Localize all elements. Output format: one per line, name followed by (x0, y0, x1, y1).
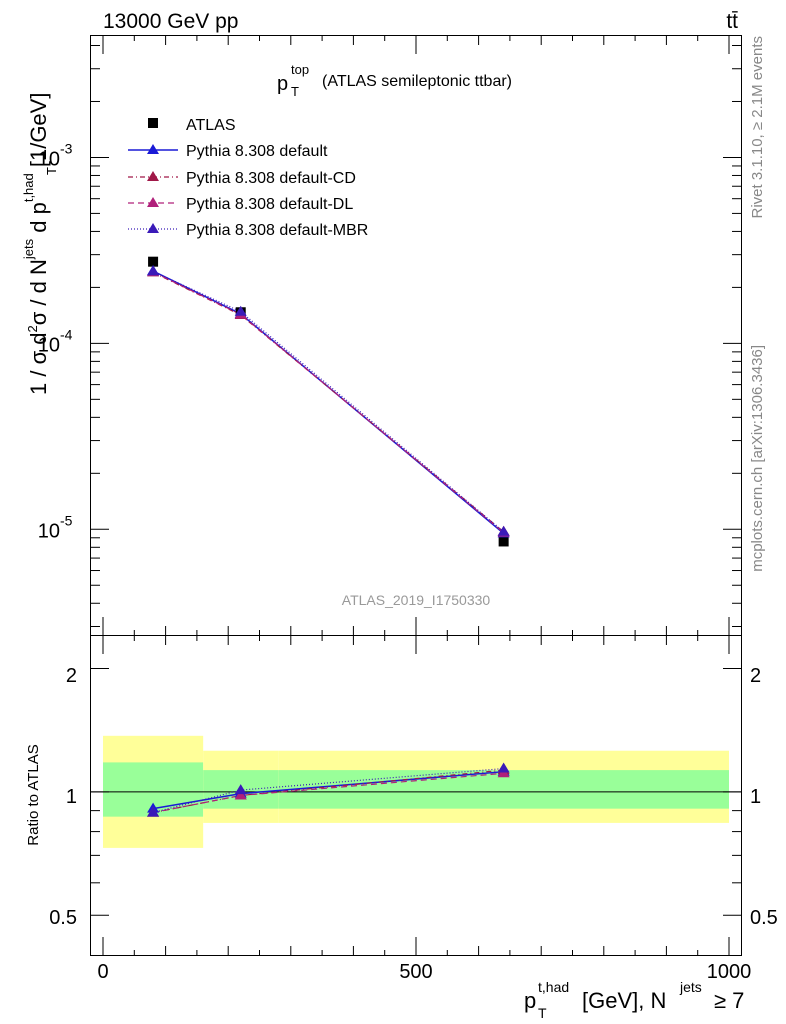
xlabel-sub: T (538, 1005, 547, 1021)
side-mcplots-label: mcplots.cern.ch [arXiv:1306.3436] (749, 345, 766, 572)
xlabel-p: p (524, 988, 536, 1013)
ratio-ytick-05-right: 0.5 (750, 907, 778, 929)
ratio-series-line-3 (152, 772, 504, 814)
legend-marker-default (147, 144, 159, 154)
header-energy: 13000 GeV pp (103, 10, 238, 33)
main-ytick-label-exp: -4 (60, 326, 73, 342)
legend-marker-dl (147, 197, 159, 207)
legend-label-dl: Pythia 8.308 default-DL (186, 196, 353, 213)
main-ytick-label-exp: -3 (60, 140, 73, 156)
ratio-series (147, 762, 510, 817)
side-rivet-label: Rivet 3.1.10, ≥ 2.1M events (749, 36, 766, 219)
main-data-point-atlas (148, 256, 159, 267)
ylabel-thad: t,had (21, 173, 36, 202)
main-ylabel: 1 / σ d2σ / d Njets d pt,had [1/GeV] T (21, 93, 59, 395)
xlabel-rest: [GeV], N (582, 988, 666, 1013)
legend-label-atlas: ATLAS (186, 117, 236, 134)
xtick-label-500: 500 (399, 961, 432, 983)
xtick-label-1000: 1000 (707, 961, 752, 983)
ratio-mc-point-4 (497, 762, 510, 773)
ratio-series-line-2 (152, 769, 504, 814)
legend-marker-mbr (147, 223, 159, 233)
ylabel-d: d p (26, 202, 51, 239)
main-series-line-1 (152, 270, 505, 534)
ratio-ytick-2-right: 2 (750, 665, 761, 687)
title-sup: top (291, 62, 309, 77)
main-mc-point-4 (234, 305, 247, 316)
ratio-mc-point-4 (147, 806, 160, 817)
main-ytick-labels: 10-510-410-3 (38, 140, 73, 542)
ratio-frame (90, 635, 742, 956)
main-ytick-label-base: 10 (38, 520, 60, 542)
main-title: p top T (ATLAS semileptonic ttbar) (277, 62, 512, 99)
header-process: tt̄ (726, 10, 738, 33)
ylabel-part1: 1 / σ d (26, 333, 51, 396)
xlabel-sup: t,had (538, 979, 569, 995)
main-series-line-3 (152, 271, 505, 534)
legend-label-mbr: Pythia 8.308 default-MBR (186, 222, 368, 239)
main-ytick-label-base: 10 (38, 334, 60, 356)
ylabel-unit: [1/GeV] (26, 93, 51, 174)
ylabel-jets: jets (21, 238, 36, 260)
legend-label-default: Pythia 8.308 default (186, 143, 328, 160)
legend-marker-atlas (148, 118, 158, 128)
main-ytick-label-base: 10 (38, 148, 60, 170)
xaxis-title: p t,had T [GeV], N jets ≥ 7 (524, 979, 744, 1021)
ylabel-subT: T (44, 167, 59, 175)
main-mc-point-4 (497, 525, 510, 536)
title-sub: T (291, 84, 299, 99)
main-mc-point-4 (147, 265, 160, 276)
title-rest: (ATLAS semileptonic ttbar) (322, 73, 512, 90)
ratio-mc-point-3 (234, 789, 247, 800)
main-data-point-atlas (498, 536, 509, 547)
ratio-mc-point-4 (234, 784, 247, 795)
xlabel-tail: ≥ 7 (714, 988, 744, 1013)
ratio-ytick-1-right: 1 (750, 786, 761, 808)
title-p: p (277, 73, 288, 95)
ratio-yticks (91, 667, 741, 916)
legend: ATLAS Pythia 8.308 default Pythia 8.308 … (128, 117, 368, 239)
ratio-ytick-1-left: 1 (66, 786, 77, 808)
svg-text:1 / σ d2σ / d Njets d pt,had [: 1 / σ d2σ / d Njets d pt,had [1/GeV] (21, 93, 51, 395)
legend-label-cd: Pythia 8.308 default-CD (186, 170, 356, 187)
legend-marker-cd (147, 171, 159, 181)
main-series (147, 256, 510, 547)
ratio-bands (91, 735, 741, 848)
ratio-ylabel: Ratio to ATLAS (25, 744, 42, 845)
ylabel-sup2: 2 (25, 325, 40, 332)
main-yticks (91, 45, 741, 627)
main-series-line-2 (152, 271, 505, 533)
ratio-ytick-2-left: 2 (66, 665, 77, 687)
ratio-ytick-05-left: 0.5 (49, 907, 77, 929)
xtick-label-0: 0 (97, 961, 108, 983)
xticks (102, 36, 730, 955)
main-ytick-label-exp: -5 (60, 512, 73, 528)
analysis-label: ATLAS_2019_I1750330 (342, 592, 491, 608)
main-series-line-4 (152, 270, 505, 533)
ylabel-sigma: σ / d N (26, 259, 51, 325)
xlabel-jets: jets (679, 979, 702, 995)
